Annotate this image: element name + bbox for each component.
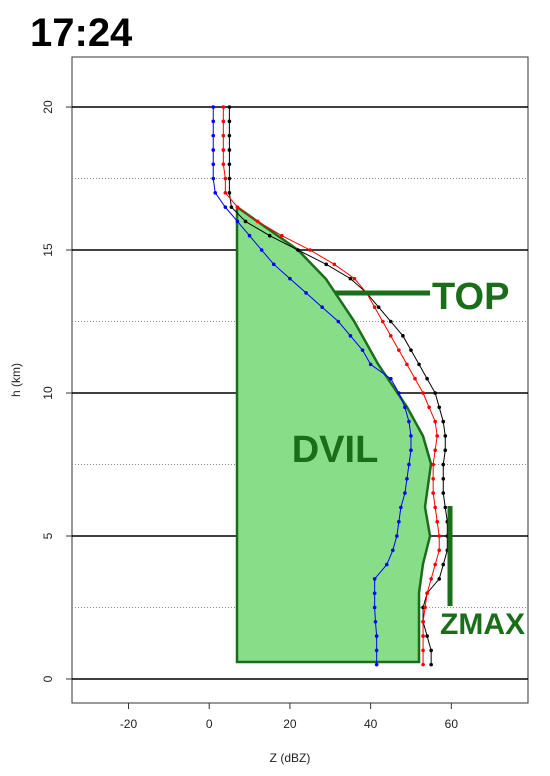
profile-line xyxy=(212,107,412,665)
y-tick-label: 0 xyxy=(41,675,55,682)
y-tick-label: 10 xyxy=(41,386,55,400)
y-tick-label: 20 xyxy=(41,100,55,114)
zmax-label: ZMAX xyxy=(440,608,525,641)
y-tick-label: 5 xyxy=(41,532,55,539)
y-tick-label: 15 xyxy=(41,243,55,257)
y-axis-label: h (km) xyxy=(9,363,23,397)
x-axis-label: Z (dBZ) xyxy=(270,751,311,765)
x-tick-label: -20 xyxy=(120,717,138,731)
dvil-area xyxy=(235,204,433,664)
profile-line xyxy=(222,107,440,665)
x-tick-label: 40 xyxy=(364,717,378,731)
top-label: TOP xyxy=(432,276,509,318)
x-tick-label: 0 xyxy=(206,717,213,731)
plot-frame xyxy=(71,56,529,704)
x-tick-label: 20 xyxy=(283,717,297,731)
chart-title: 17:24 xyxy=(30,11,133,55)
dvil-label: DVIL xyxy=(292,429,379,471)
x-tick-label: 60 xyxy=(445,717,459,731)
profile-line xyxy=(228,107,448,665)
